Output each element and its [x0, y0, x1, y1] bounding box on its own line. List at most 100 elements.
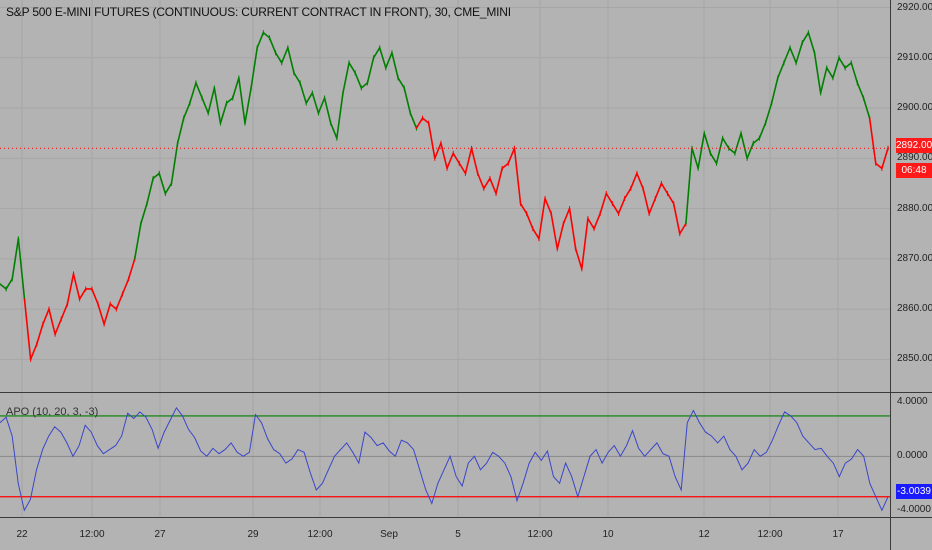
price-segment [574, 247, 583, 270]
price-segment [678, 222, 687, 235]
time-axis-tick-label: 12:00 [307, 529, 333, 540]
price-segment [293, 72, 301, 84]
price-segment [832, 56, 840, 79]
price-segment [78, 288, 87, 300]
price-segment [458, 162, 467, 175]
price-segment [385, 51, 393, 69]
price-segment [623, 187, 632, 200]
price-segment [329, 122, 338, 140]
price-segment [317, 97, 326, 114]
price-axis-tick-label: 2890.00 [897, 152, 932, 164]
price-segment [525, 212, 534, 230]
price-segment [397, 77, 405, 89]
price-segment [691, 147, 699, 170]
time-axis-tick-label: 5 [455, 529, 461, 540]
price-segment [483, 177, 491, 190]
price-segment [305, 92, 314, 104]
price-segment [464, 147, 473, 175]
price-segment [611, 202, 620, 215]
time-axis-tick-label: 27 [154, 529, 166, 540]
price-axis-tick-label: 2880.00 [897, 202, 932, 214]
price-segment [336, 92, 344, 140]
price-segment [170, 142, 179, 185]
price-segment [593, 212, 601, 230]
indicator-title: APO (10, 20, 3, -3) [6, 406, 99, 418]
price-segment [819, 67, 828, 94]
price-segment [415, 117, 424, 129]
price-segment [807, 31, 816, 54]
price-segment [562, 207, 571, 225]
price-segment [201, 97, 210, 114]
price-axis-tick-label: 2900.00 [897, 102, 932, 114]
price-segment [648, 197, 657, 215]
price-segment [378, 46, 387, 69]
price-segment [152, 172, 161, 180]
price-segment [825, 67, 834, 79]
price-segment [250, 46, 259, 89]
time-axis-tick-label: 29 [247, 529, 259, 540]
time-axis-tick-label: 12:00 [527, 529, 553, 540]
price-segment [54, 318, 63, 336]
price-segment [721, 137, 730, 150]
price-segment [17, 237, 26, 300]
price-segment [256, 31, 265, 49]
price-segment [550, 212, 559, 250]
price-segment [427, 122, 436, 160]
price-segment [360, 82, 369, 89]
price-segment [280, 46, 289, 64]
countdown-tag: 06:48 [896, 163, 932, 178]
price-segment [513, 147, 522, 205]
price-segment [140, 202, 148, 225]
price-segment [519, 202, 528, 215]
price-segment [207, 87, 216, 114]
price-segment [348, 62, 357, 74]
price-segment [734, 132, 742, 155]
price-segment [538, 197, 546, 240]
price-segment [213, 87, 222, 124]
price-segment [740, 132, 748, 160]
price-segment [274, 51, 283, 64]
price-segment [629, 172, 638, 190]
price-segment [440, 142, 448, 170]
price-segment [109, 303, 118, 310]
indicator-axis-tick-label: 0.0000 [897, 450, 928, 462]
price-segment [868, 117, 877, 165]
price-segment [795, 41, 804, 64]
price-segment [195, 82, 203, 99]
chart-title: S&P 500 E-MINI FUTURES (CONTINUOUS: CURR… [6, 5, 511, 19]
price-segment [0, 283, 7, 290]
price-segment [29, 343, 38, 361]
price-segment [115, 293, 124, 310]
price-segment [189, 82, 197, 104]
price-axis-tick-label: 2920.00 [897, 1, 932, 13]
price-axis-tick-label: 2850.00 [897, 353, 932, 365]
price-segment [587, 217, 595, 230]
price-segment [23, 298, 32, 361]
indicator-last-value-tag: -3.0039 [896, 484, 932, 499]
time-axis-tick-label: 12 [698, 529, 710, 540]
price-segment [42, 308, 50, 325]
price-segment [127, 258, 136, 280]
price-segment [176, 117, 185, 145]
price-segment [446, 152, 454, 170]
price-segment [636, 172, 644, 190]
price-axis-tick-label: 2870.00 [897, 252, 932, 264]
price-segment [783, 46, 791, 64]
price-segment [5, 278, 14, 290]
last-price-tag: 2892.00 [896, 138, 932, 153]
price-segment [531, 227, 540, 240]
price-segment [660, 182, 669, 195]
price-segment [501, 162, 510, 170]
price-segment [146, 177, 154, 205]
price-segment [580, 217, 589, 270]
price-segment [599, 192, 608, 215]
price-segment [225, 97, 234, 104]
price-segment [752, 137, 761, 145]
price-segment [403, 87, 412, 114]
price-segment [758, 122, 767, 140]
price-segment [489, 177, 497, 195]
price-segment [103, 303, 112, 325]
price-segment [507, 147, 516, 165]
price-segment [697, 132, 706, 170]
